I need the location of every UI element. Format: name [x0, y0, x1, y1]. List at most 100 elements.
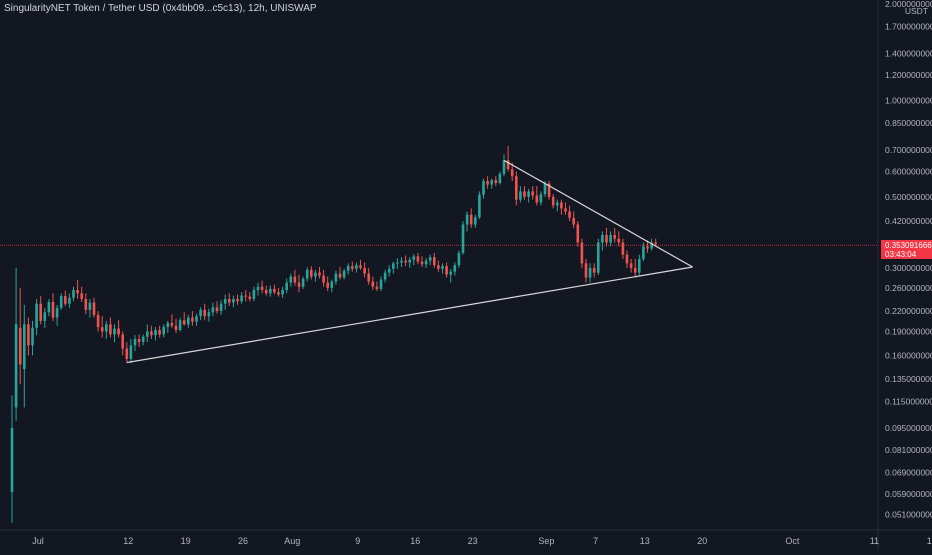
candle-down	[117, 328, 120, 335]
candle-up	[539, 194, 543, 203]
candle-up	[474, 217, 477, 225]
y-tick-label: 2.0000000000	[885, 0, 932, 9]
x-tick-label: 20	[697, 536, 707, 546]
x-tick-label: 9	[355, 536, 360, 546]
candle-down	[375, 286, 379, 289]
candle-down	[125, 348, 129, 359]
y-tick-label: 0.8500000000	[885, 118, 932, 128]
candle-down	[580, 242, 584, 264]
y-tick-label: 1.2000000000	[885, 70, 932, 80]
candle-up	[141, 336, 145, 343]
candle-down	[51, 301, 55, 318]
candle-down	[18, 327, 22, 365]
candle-up	[638, 258, 641, 273]
last-price-tag: 0.3530916668 03:43:04	[881, 240, 932, 259]
candle-down	[629, 263, 633, 268]
candle-up	[588, 267, 592, 278]
y-tick-label: 0.0510000000	[885, 509, 932, 519]
candle-down	[547, 183, 551, 197]
candle-up	[428, 257, 432, 261]
candle-up	[465, 214, 469, 225]
candle-down	[523, 191, 526, 197]
candle-up	[387, 268, 391, 273]
candle-up	[72, 289, 75, 298]
candle-up	[55, 307, 59, 318]
candle-up	[187, 317, 190, 325]
candle-down	[469, 214, 473, 225]
candle-down	[363, 267, 366, 274]
chart-title: SingularityNET Token / Tether USD (0x4bb…	[4, 3, 317, 14]
candle-down	[445, 266, 448, 275]
candle-down	[96, 314, 100, 328]
candle-down	[605, 235, 608, 243]
candle-up	[597, 242, 600, 273]
candle-down	[228, 298, 231, 303]
x-tick-label: 19	[181, 536, 191, 546]
y-tick-label: 0.6000000000	[885, 166, 932, 176]
candle-up	[482, 181, 485, 195]
candle-up	[330, 281, 334, 288]
x-tick-label: Aug	[284, 536, 300, 546]
x-tick-label: Oct	[785, 536, 800, 546]
candle-down	[584, 263, 588, 278]
candle-down	[64, 296, 67, 304]
candle-up	[453, 265, 457, 272]
candle-up	[223, 298, 227, 304]
candle-up	[43, 312, 47, 321]
candle-down	[510, 169, 514, 177]
y-tick-label: 0.2200000000	[885, 306, 932, 316]
candle-down	[494, 180, 498, 184]
candle-down	[416, 256, 420, 262]
x-tick-label: 13	[640, 536, 650, 546]
y-tick-label: 0.0690000000	[885, 467, 932, 477]
candle-up	[31, 327, 34, 346]
candle-down	[260, 286, 264, 290]
candle-down	[39, 303, 42, 321]
candle-down	[297, 282, 301, 287]
candle-up	[314, 272, 317, 277]
candle-down	[621, 242, 625, 255]
candle-down	[248, 296, 252, 299]
candle-up	[392, 263, 395, 269]
candle-up	[59, 296, 63, 308]
candle-down	[351, 266, 354, 269]
upper-trendline	[503, 159, 693, 268]
candle-down	[158, 330, 161, 335]
candle-up	[289, 276, 293, 283]
candle-up	[543, 183, 547, 195]
candle-up	[252, 289, 256, 299]
x-tick-label: Sep	[538, 536, 554, 546]
candle-down	[191, 317, 194, 322]
candle-down	[592, 267, 596, 273]
candle-up	[178, 320, 182, 331]
candle-down	[137, 338, 141, 343]
candle-down	[359, 265, 362, 268]
candle-down	[174, 325, 178, 331]
y-tick-label: 1.0000000000	[885, 95, 932, 105]
candle-up	[305, 269, 309, 279]
candle-up	[162, 327, 165, 335]
candle-down	[150, 331, 153, 336]
candle-down	[293, 276, 297, 283]
lower-trendline	[126, 266, 693, 364]
candle-up	[449, 271, 452, 275]
last-price-value: 0.3530916668	[885, 241, 932, 250]
y-tick-label: 0.4200000000	[885, 216, 932, 226]
y-tick-label: 0.1600000000	[885, 350, 932, 360]
x-tick-label: 7	[593, 536, 598, 546]
candle-up	[400, 260, 403, 263]
candle-down	[215, 307, 219, 312]
y-tick-label: 0.5000000000	[885, 192, 932, 202]
y-tick-label: 0.3000000000	[885, 263, 932, 273]
candle-down	[535, 195, 539, 203]
candle-up	[334, 273, 338, 282]
candle-down	[613, 235, 616, 239]
candle-down	[420, 261, 424, 265]
candle-up	[441, 266, 444, 269]
x-tick-label: 26	[238, 536, 248, 546]
x-tick-label: 23	[468, 536, 478, 546]
candle-up	[10, 427, 14, 492]
candle-up	[281, 289, 284, 295]
